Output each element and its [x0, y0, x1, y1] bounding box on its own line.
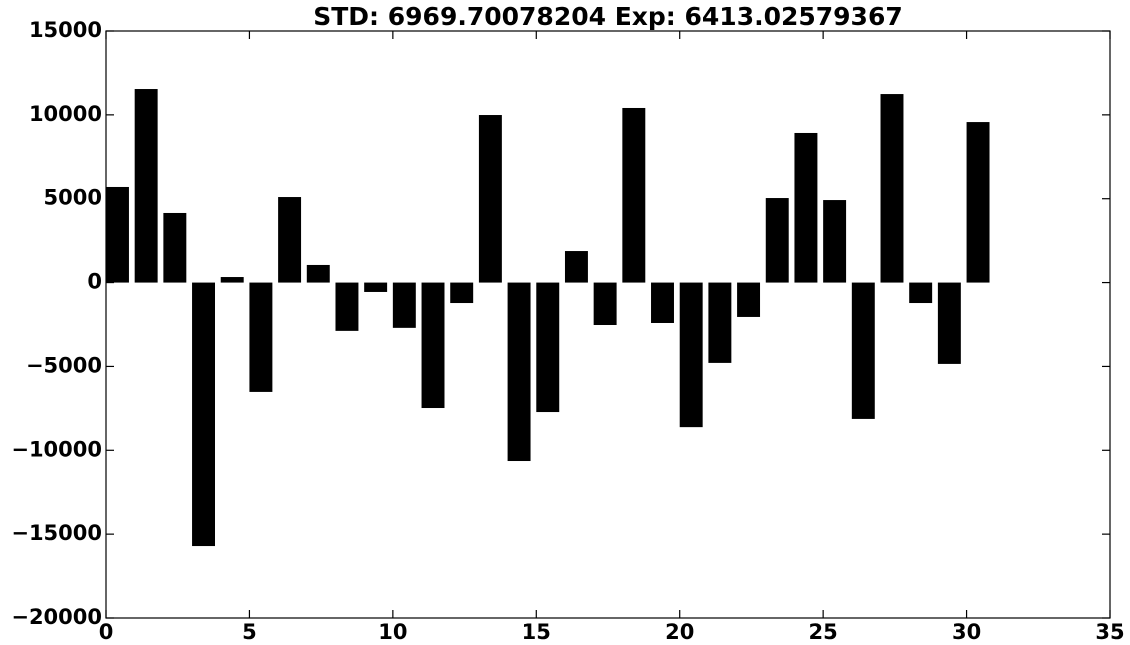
- bar: [421, 282, 445, 409]
- bar: [249, 282, 273, 392]
- bar: [880, 94, 904, 283]
- bar: [507, 282, 531, 462]
- bar: [335, 282, 359, 331]
- bar: [593, 282, 617, 326]
- bar: [536, 282, 560, 413]
- bar: [450, 282, 474, 304]
- x-tick-label: 30: [952, 620, 981, 644]
- bar: [679, 282, 703, 428]
- bar: [765, 198, 789, 283]
- y-tick-label: −15000: [11, 521, 102, 545]
- y-tick-label: 15000: [29, 18, 102, 42]
- bar: [564, 251, 588, 283]
- bar: [392, 282, 416, 328]
- bar: [478, 115, 502, 283]
- bar: [937, 282, 961, 364]
- bar: [192, 282, 216, 547]
- bar: [708, 282, 732, 363]
- x-tick-label: 5: [242, 620, 257, 644]
- bar: [163, 212, 187, 283]
- bar: [737, 282, 761, 317]
- x-tick-label: 15: [522, 620, 551, 644]
- bar: [966, 122, 990, 283]
- bar: [106, 186, 129, 283]
- x-tick-label: 35: [1095, 620, 1124, 644]
- bar: [134, 89, 158, 283]
- y-tick-label: −10000: [11, 437, 102, 461]
- y-tick-label: 0: [87, 270, 102, 294]
- y-tick-label: 10000: [29, 102, 102, 126]
- bar: [220, 277, 244, 283]
- bar: [909, 282, 933, 304]
- bar: [306, 264, 330, 283]
- bar: [622, 107, 646, 283]
- x-tick-label: 25: [809, 620, 838, 644]
- bar: [823, 200, 847, 283]
- bar: [278, 197, 302, 283]
- bar: [851, 282, 875, 419]
- plot-frame: [105, 30, 1111, 619]
- y-tick-label: 5000: [44, 186, 102, 210]
- chart-title: STD: 6969.70078204 Exp: 6413.02579367: [313, 2, 903, 31]
- y-tick-label: −20000: [11, 605, 102, 629]
- x-tick-label: 0: [99, 620, 114, 644]
- y-tick-label: −5000: [26, 353, 102, 377]
- x-tick-label: 10: [378, 620, 407, 644]
- bar: [651, 282, 674, 323]
- bar: [794, 132, 818, 283]
- x-tick-label: 20: [665, 620, 694, 644]
- bar: [364, 282, 388, 292]
